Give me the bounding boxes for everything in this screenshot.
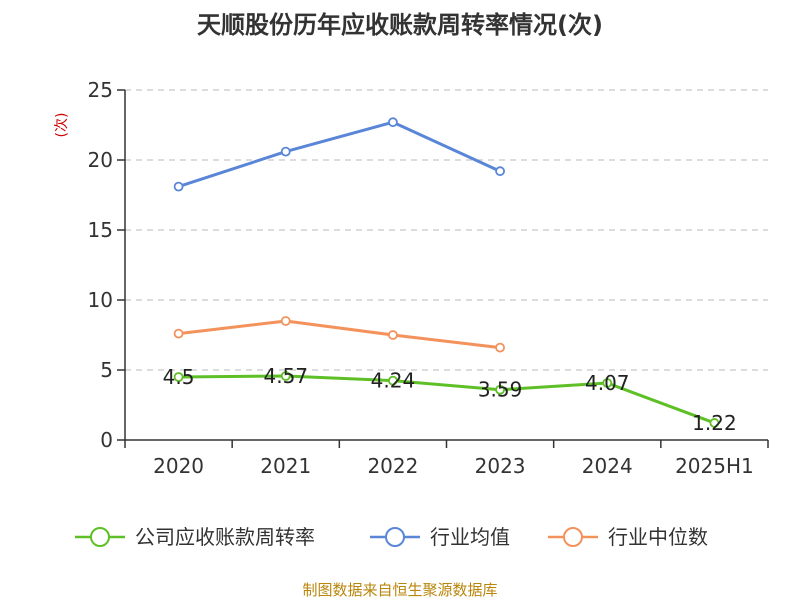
y-tick-label: 10 [88, 288, 113, 312]
data-label: 4.57 [263, 364, 308, 388]
legend-swatch-marker [90, 527, 110, 547]
data-label: 4.07 [585, 371, 630, 395]
grid-lines [125, 89, 768, 371]
data-point [173, 372, 184, 382]
data-point [709, 418, 720, 428]
data-point [495, 342, 505, 353]
x-tick-label: 2023 [475, 454, 526, 478]
data-point [388, 330, 398, 340]
data-label: 3.59 [478, 378, 523, 402]
legend-label: 公司应收账款周转率 [135, 525, 315, 549]
data-point [280, 146, 291, 157]
axes: 0 5 10 15 20 25 2020 2021 2022 2023 2024 2025H1 [88, 78, 769, 478]
data-label: 1.22 [692, 411, 737, 435]
legend-swatch-marker [563, 527, 583, 547]
data-point [388, 117, 398, 128]
y-tick-label: 15 [88, 218, 113, 242]
legend-label: 行业中位数 [608, 525, 708, 549]
data-label: 4.5 [163, 365, 195, 389]
x-tick-label: 2025H1 [675, 454, 754, 478]
data-point [173, 328, 184, 339]
series-line-1 [178, 120, 501, 189]
source-note: 制图数据来自恒生聚源数据库 [302, 581, 497, 599]
y-tick-label: 0 [100, 428, 113, 452]
series-group [173, 117, 720, 428]
data-point [388, 375, 398, 386]
series-line-2 [178, 319, 501, 350]
y-tick-label: 20 [88, 148, 113, 172]
data-point [495, 384, 505, 395]
chart-title: 天顺股份历年应收账款周转率情况(次) [197, 11, 603, 39]
legend: 公司应收账款周转率 行业均值 行业中位数 [75, 525, 708, 549]
data-point [173, 181, 184, 192]
legend-swatch-marker [385, 527, 405, 547]
y-tick-label: 5 [100, 358, 113, 382]
y-axis-unit-label: (次) [54, 113, 70, 138]
data-point [602, 378, 613, 388]
y-tick-label: 25 [88, 78, 113, 102]
legend-label: 行业均值 [430, 525, 510, 549]
series-line-0 [178, 374, 715, 425]
data-label: 4.24 [371, 369, 416, 393]
x-tick-label: 2020 [153, 454, 204, 478]
data-point [280, 316, 291, 326]
data-point [280, 371, 291, 381]
data-point [495, 166, 505, 177]
x-tick-label: 2024 [582, 454, 633, 478]
x-tick-label: 2021 [260, 454, 311, 478]
x-tick-label: 2022 [367, 454, 418, 478]
data-labels: 4.5 4.57 4.24 3.59 4.07 1.22 [163, 364, 737, 435]
